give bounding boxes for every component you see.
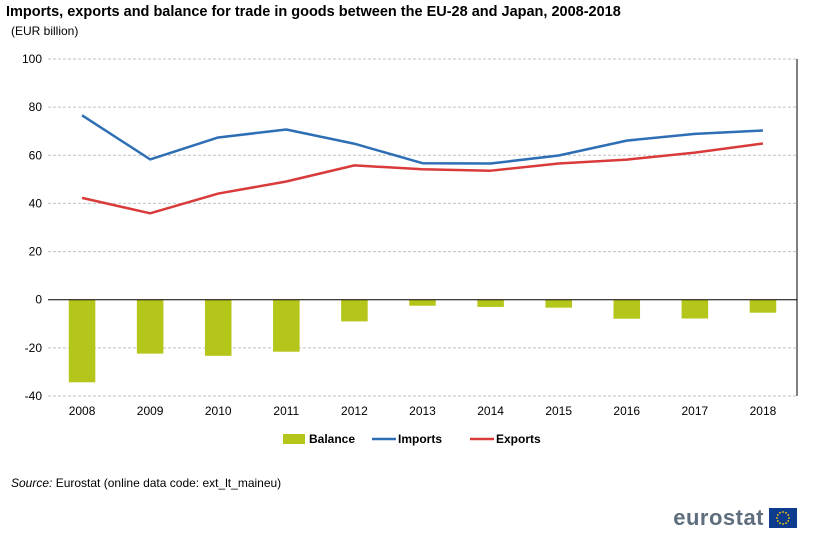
bar-balance [136, 299, 164, 354]
bar-balance [477, 299, 504, 307]
legend-label-balance: Balance [309, 432, 355, 446]
x-tick-label: 2018 [750, 404, 777, 418]
bar-balance [341, 299, 368, 322]
source-label: Source: [11, 476, 53, 490]
bar-balance [68, 299, 96, 383]
x-tick-label: 2011 [273, 404, 299, 418]
bar-balance [409, 299, 436, 306]
legend-label-imports: Imports [398, 432, 442, 446]
line-exports [81, 142, 764, 215]
eu-flag-icon [769, 508, 797, 528]
chart-subtitle: (EUR billion) [11, 24, 79, 38]
y-tick-label: 80 [29, 100, 43, 114]
legend-label-exports: Exports [496, 432, 541, 446]
x-tick-label: 2014 [477, 404, 504, 418]
bar-balance [273, 299, 300, 352]
source-note: Source: Eurostat (online data code: ext_… [11, 476, 281, 490]
x-tick-label: 2015 [545, 404, 572, 418]
line-imports [81, 114, 764, 165]
x-tick-label: 2016 [613, 404, 640, 418]
y-tick-label: -20 [25, 341, 43, 355]
y-tick-label: 100 [22, 52, 42, 66]
x-tick-label: 2013 [409, 404, 436, 418]
source-text: Eurostat (online data code: ext_lt_maine… [55, 476, 282, 490]
logo-text: eurostat [673, 505, 764, 530]
legend-swatch-balance [283, 434, 305, 444]
x-tick-label: 2008 [69, 404, 96, 418]
y-tick-label: 0 [35, 293, 42, 307]
bar-balance [681, 299, 709, 319]
bar-balance [204, 299, 232, 356]
eurostat-logo: eurostat [673, 505, 797, 531]
y-tick-label: 20 [29, 245, 43, 259]
y-tick-label: -40 [25, 389, 43, 403]
y-tick-label: 40 [29, 196, 43, 210]
chart-title: Imports, exports and balance for trade i… [6, 4, 621, 20]
x-tick-label: 2009 [137, 404, 164, 418]
bar-balance [749, 299, 777, 313]
bar-balance [545, 299, 572, 308]
x-tick-label: 2010 [205, 404, 232, 418]
trade-chart: -40 -20 0 20 40 60 80 100 2008 2009 2010 2011 2012 20… [22, 52, 798, 446]
y-tick-label: 60 [29, 148, 43, 162]
x-tick-label: 2012 [341, 404, 368, 418]
bar-balance [613, 299, 641, 319]
x-tick-label: 2017 [682, 404, 709, 418]
